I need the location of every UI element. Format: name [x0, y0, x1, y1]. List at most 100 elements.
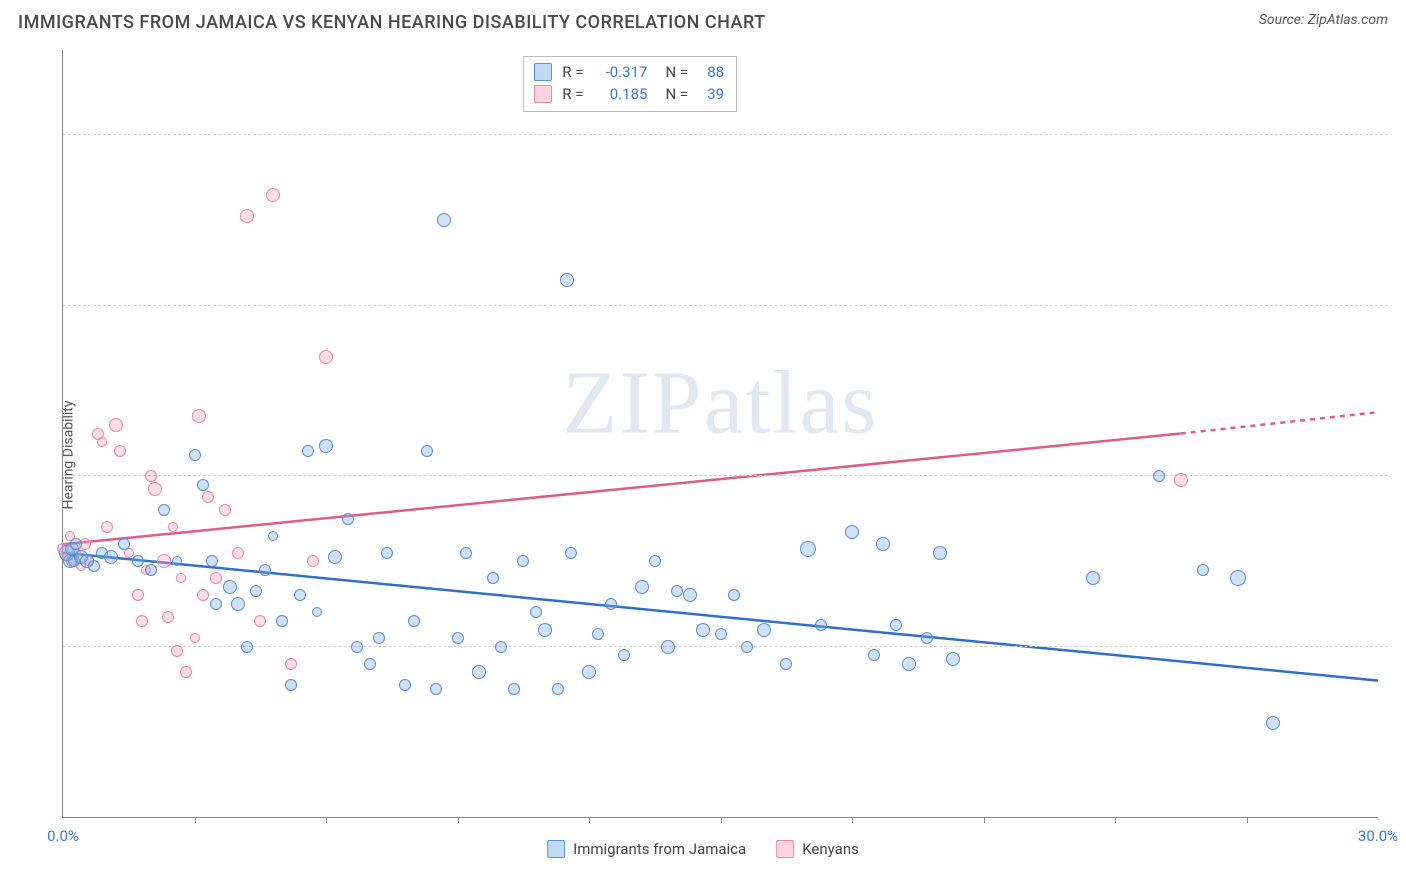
scatter-point [1086, 571, 1100, 585]
scatter-point [206, 555, 218, 567]
scatter-point [605, 598, 617, 610]
scatter-point [618, 649, 630, 661]
legend-swatch [776, 840, 794, 858]
gridline [63, 305, 1388, 306]
scatter-point [460, 547, 472, 559]
x-tick [589, 817, 590, 823]
n-label: N = [665, 85, 688, 103]
legend-item: Immigrants from Jamaica [547, 840, 746, 858]
scatter-point [223, 580, 237, 594]
scatter-point [408, 615, 420, 627]
scatter-point [517, 555, 529, 567]
chart-area: Hearing Disability ZIPatlas R =-0.317N =… [18, 46, 1388, 864]
scatter-point [1197, 564, 1209, 576]
scatter-point [696, 623, 710, 637]
x-tick-label: 30.0% [1358, 827, 1398, 845]
scatter-point [890, 619, 902, 631]
gridline [63, 475, 1388, 476]
scatter-point [487, 572, 499, 584]
scatter-point [800, 541, 816, 557]
stats-legend-row: R =-0.317N =88 [534, 61, 724, 83]
scatter-point [197, 479, 209, 491]
scatter-point [231, 597, 245, 611]
scatter-point [240, 209, 254, 223]
scatter-point [1266, 716, 1280, 730]
x-tick [1247, 817, 1248, 823]
y-tick-label: 8.0% [1388, 108, 1406, 126]
scatter-point [328, 550, 342, 564]
scatter-point [162, 611, 174, 623]
scatter-point [202, 491, 214, 503]
gridline [63, 134, 1388, 135]
scatter-point [1174, 473, 1188, 487]
legend-item: Kenyans [776, 840, 859, 858]
scatter-point [197, 589, 209, 601]
source-attribution: Source: ZipAtlas.com [1259, 12, 1388, 28]
scatter-point [259, 564, 271, 576]
scatter-point [757, 623, 771, 637]
x-tick [458, 817, 459, 823]
scatter-point [114, 445, 126, 457]
n-value: 88 [698, 63, 724, 81]
scatter-point [180, 666, 192, 678]
scatter-point [582, 665, 596, 679]
scatter-point [815, 619, 827, 631]
r-value: -0.317 [593, 63, 647, 81]
scatter-point [70, 538, 82, 550]
scatter-point [741, 641, 753, 653]
trend-line [63, 434, 1181, 545]
scatter-point [715, 628, 727, 640]
scatter-point [538, 623, 552, 637]
scatter-point [104, 550, 118, 564]
legend-swatch [547, 840, 565, 858]
scatter-point [780, 658, 792, 670]
x-tick [1115, 817, 1116, 823]
series-legend: Immigrants from Jamaica Kenyans [547, 840, 859, 858]
y-tick-label: 6.0% [1388, 279, 1406, 297]
r-label: R = [562, 85, 583, 103]
scatter-point [172, 556, 182, 566]
scatter-point [437, 213, 451, 227]
scatter-point [472, 665, 486, 679]
scatter-point [671, 585, 683, 597]
scatter-point [190, 633, 200, 643]
scatter-point [876, 537, 890, 551]
scatter-point [845, 525, 859, 539]
scatter-point [109, 418, 123, 432]
plot-area: ZIPatlas R =-0.317N =88R =0.185N =39 2.0… [62, 50, 1378, 818]
scatter-point [232, 547, 244, 559]
scatter-point [302, 445, 314, 457]
scatter-point [902, 657, 916, 671]
scatter-point [210, 598, 222, 610]
scatter-point [148, 482, 162, 496]
scatter-point [132, 589, 144, 601]
scatter-point [254, 615, 266, 627]
scatter-point [189, 449, 201, 461]
r-value: 0.185 [593, 85, 647, 103]
x-tick [721, 817, 722, 823]
scatter-point [1230, 570, 1246, 586]
trend-lines [63, 50, 1378, 817]
scatter-point [933, 546, 947, 560]
stats-legend-row: R =0.185N =39 [534, 83, 724, 105]
scatter-point [661, 640, 675, 654]
x-tick-label: 0.0% [47, 827, 79, 845]
legend-label: Immigrants from Jamaica [573, 840, 746, 858]
trend-line [1181, 412, 1378, 433]
scatter-point [495, 641, 507, 653]
scatter-point [530, 606, 542, 618]
n-label: N = [665, 63, 688, 81]
source-name: ZipAtlas.com [1308, 12, 1388, 28]
scatter-point [399, 679, 411, 691]
scatter-point [145, 470, 157, 482]
chart-title: IMMIGRANTS FROM JAMAICA VS KENYAN HEARIN… [18, 12, 766, 33]
scatter-point [101, 521, 113, 533]
scatter-point [168, 522, 178, 532]
scatter-point [552, 683, 564, 695]
scatter-point [266, 188, 280, 202]
scatter-point [430, 683, 442, 695]
scatter-point [210, 572, 222, 584]
x-tick [852, 817, 853, 823]
scatter-point [381, 547, 393, 559]
scatter-point [565, 547, 577, 559]
